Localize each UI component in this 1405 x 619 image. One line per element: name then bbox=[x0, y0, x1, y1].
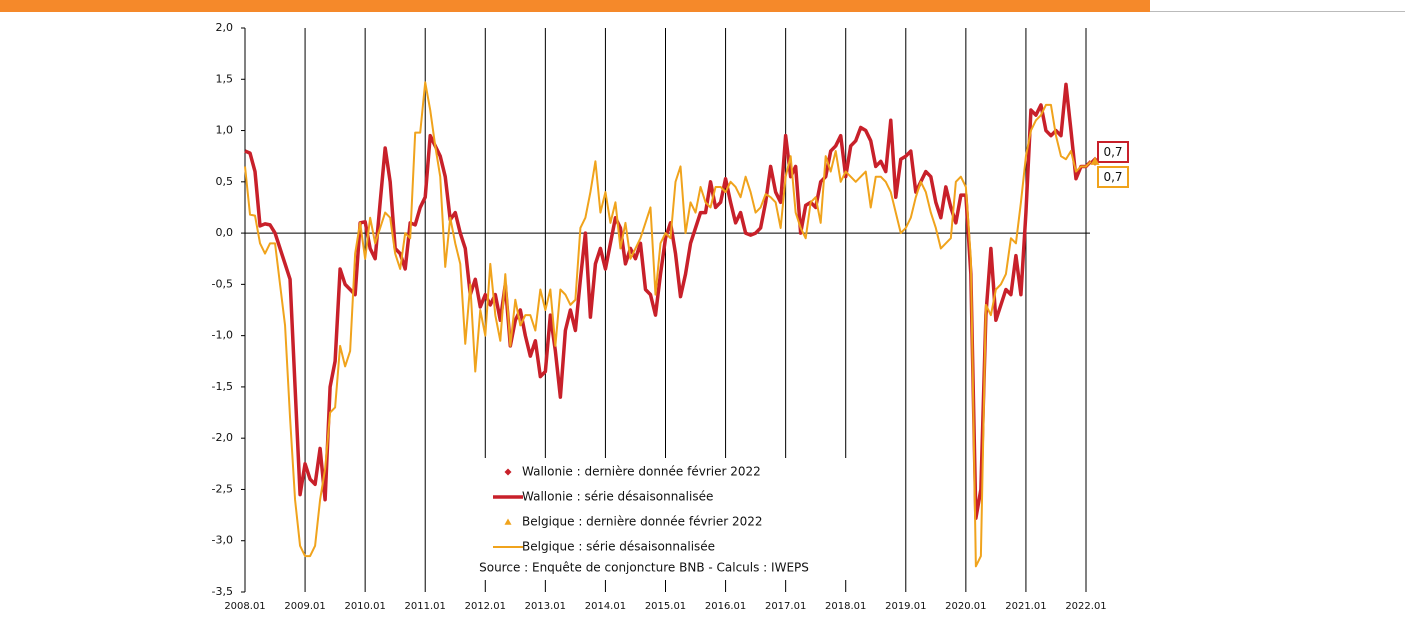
legend-label: Belgique : série désaisonnalisée bbox=[522, 540, 715, 554]
x-tick-label: 2016.01 bbox=[705, 601, 746, 612]
x-tick-label: 2018.01 bbox=[825, 601, 866, 612]
y-tick-label: -1,0 bbox=[212, 329, 233, 342]
source-note: Source : Enquête de conjoncture BNB - Ca… bbox=[479, 561, 809, 575]
x-tick-label: 2011.01 bbox=[405, 601, 446, 612]
x-tick-label: 2022.01 bbox=[1065, 601, 1106, 612]
legend-box bbox=[470, 458, 850, 580]
y-tick-label: -2,5 bbox=[212, 482, 233, 495]
y-tick-label: -3,0 bbox=[212, 534, 233, 547]
x-tick-label: 2019.01 bbox=[885, 601, 926, 612]
y-tick-label: -2,0 bbox=[212, 431, 233, 444]
value-label-box bbox=[1097, 166, 1129, 188]
y-tick-label: 1,0 bbox=[216, 124, 234, 137]
x-tick-label: 2010.01 bbox=[344, 601, 385, 612]
header-bar bbox=[0, 0, 1150, 12]
series-line bbox=[244, 82, 1093, 520]
x-tick-label: 2012.01 bbox=[465, 601, 506, 612]
y-tick-label: 0,5 bbox=[216, 175, 234, 188]
value-label-box bbox=[1097, 141, 1129, 163]
y-tick-label: -3,5 bbox=[212, 585, 233, 598]
y-tick-label: 0,0 bbox=[216, 226, 234, 239]
x-tick-label: 2009.01 bbox=[284, 601, 325, 612]
x-tick-label: 2008.01 bbox=[224, 601, 265, 612]
legend-label: Wallonie : dernière donnée février 2022 bbox=[522, 465, 761, 479]
value-label: 0,7 bbox=[1103, 170, 1122, 184]
x-tick-label: 2017.01 bbox=[765, 601, 806, 612]
x-tick-label: 2013.01 bbox=[525, 601, 566, 612]
x-tick-label: 2021.01 bbox=[1005, 601, 1046, 612]
y-tick-label: 1,5 bbox=[216, 72, 234, 85]
marker-diamond bbox=[504, 468, 512, 476]
marker-triangle bbox=[504, 518, 512, 525]
x-tick-label: 2020.01 bbox=[945, 601, 986, 612]
x-tick-label: 2015.01 bbox=[645, 601, 686, 612]
x-tick-label: 2014.01 bbox=[585, 601, 626, 612]
marker-triangle bbox=[1090, 156, 1100, 165]
legend-label: Wallonie : série désaisonnalisée bbox=[522, 490, 713, 504]
y-tick-label: 2,0 bbox=[216, 21, 234, 34]
value-label: 0,7 bbox=[1103, 145, 1122, 159]
y-tick-label: -0,5 bbox=[212, 277, 233, 290]
y-tick-label: -1,5 bbox=[212, 380, 233, 393]
legend-label: Belgique : dernière donnée février 2022 bbox=[522, 515, 763, 529]
series-line bbox=[244, 81, 1092, 568]
